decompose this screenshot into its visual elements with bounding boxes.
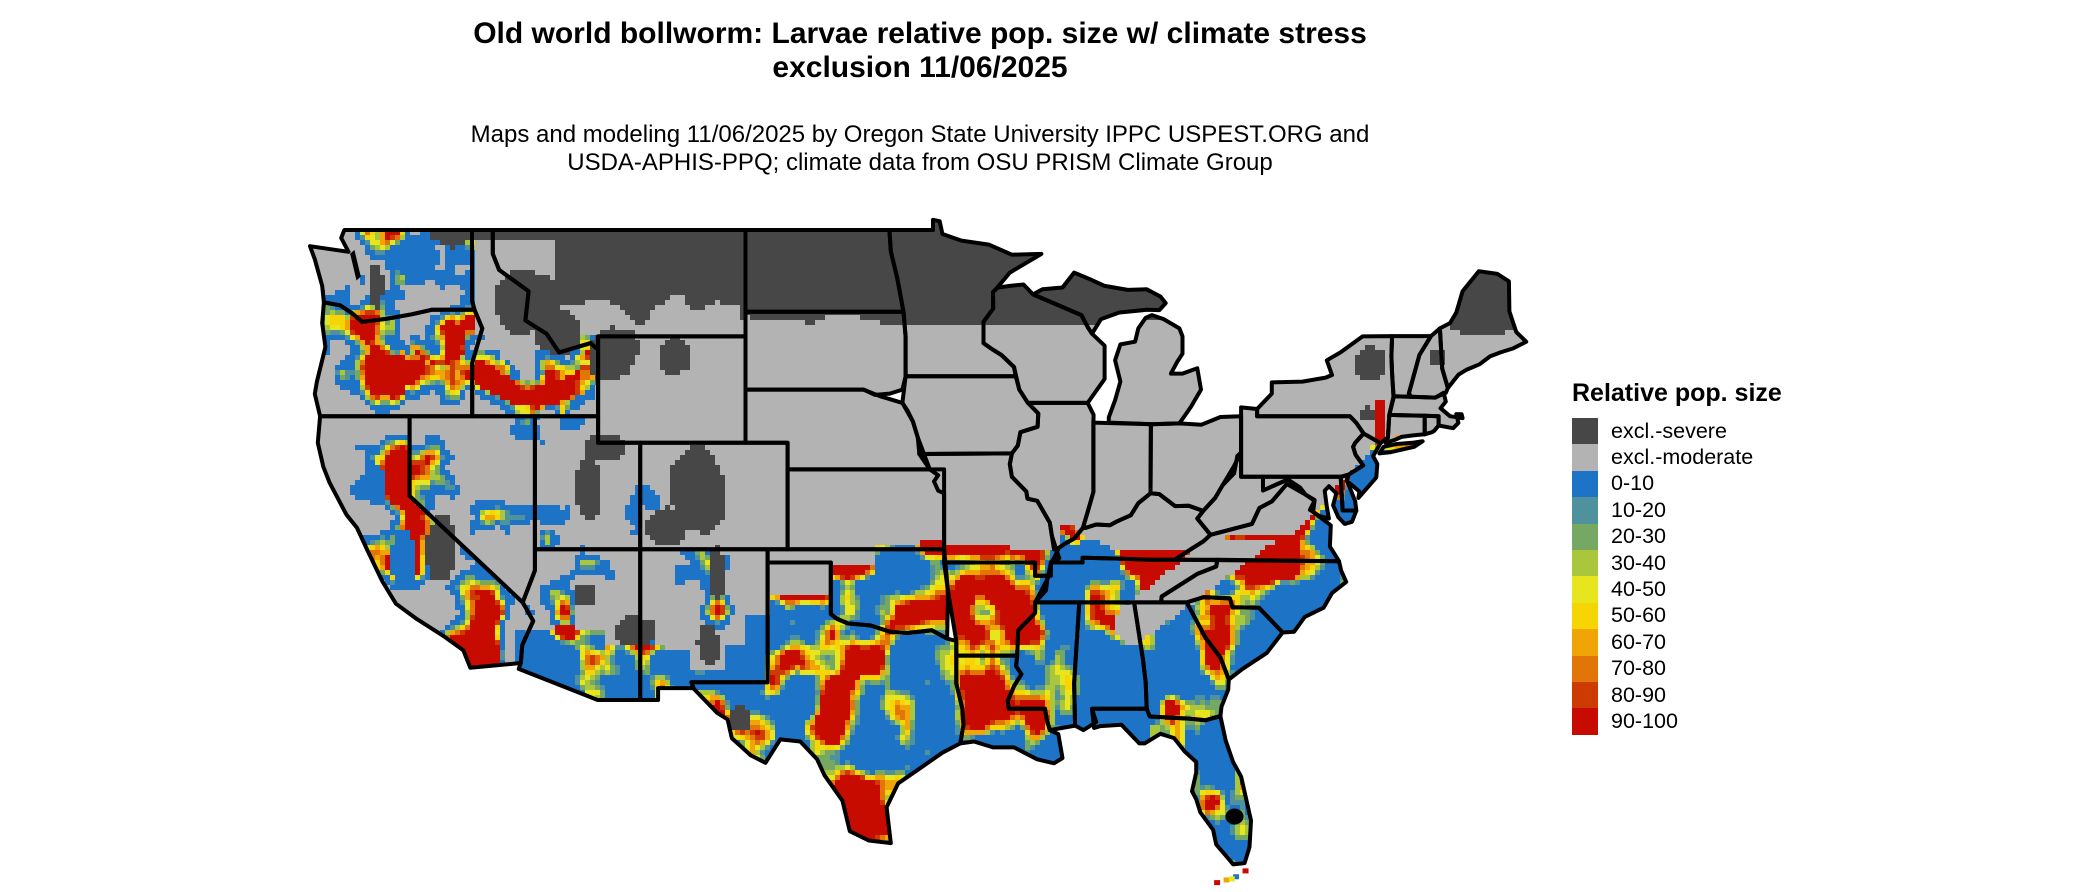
state-border-il <box>1007 400 1096 552</box>
legend-swatch <box>1572 576 1598 603</box>
legend-swatch <box>1572 602 1598 630</box>
legend-item-label: 20-30 <box>1611 524 1666 549</box>
legend-item-label: 90-100 <box>1611 708 1678 733</box>
state-border-tx <box>689 560 966 846</box>
puget-sound <box>350 249 361 281</box>
state-border-li <box>1377 439 1425 456</box>
state-border-mi <box>1106 313 1203 427</box>
legend-item-label: excl.-severe <box>1611 418 1727 443</box>
legend-item-label: 70-80 <box>1611 656 1666 681</box>
state-border-me <box>1437 269 1529 390</box>
legend-item: 50-60 <box>1572 602 1872 630</box>
legend-items: excl.-severe excl.-moderate 0-10 10-20 20-30… <box>1572 418 1872 735</box>
legend-item-label: 50-60 <box>1611 603 1666 628</box>
legend-swatch <box>1572 444 1598 471</box>
legend-swatch <box>1572 629 1598 656</box>
florida-keys-speck <box>1233 874 1240 880</box>
state-border-up <box>1031 270 1168 336</box>
legend-item-label: 40-50 <box>1611 577 1666 602</box>
legend-swatch <box>1572 708 1598 735</box>
page-title-line2: exclusion 11/06/2025 <box>772 51 1068 84</box>
legend-swatch <box>1572 523 1598 550</box>
legend-swatch <box>1572 681 1598 709</box>
legend-item: 90-100 <box>1572 708 1872 735</box>
legend-item: 60-70 <box>1572 629 1872 656</box>
legend-item-label: 80-90 <box>1611 682 1666 707</box>
legend-item: 10-20 <box>1572 497 1872 524</box>
legend-item-label: excl.-moderate <box>1611 445 1754 470</box>
legend-item: excl.-severe <box>1572 418 1872 445</box>
state-border-vt <box>1389 334 1433 399</box>
map-subtitle-line1: Maps and modeling 11/06/2025 by Oregon S… <box>470 121 1370 148</box>
legend-item: excl.-moderate <box>1572 444 1872 471</box>
legend-swatch <box>1572 418 1598 445</box>
map-subtitle-line2: USDA-APHIS-PPQ; climate data from OSU PR… <box>567 149 1273 176</box>
state-border-oh <box>1148 414 1244 513</box>
florida-keys-speck <box>1214 880 1221 886</box>
legend-item-label: 0-10 <box>1611 471 1655 496</box>
page-title: Old world bollworm: Larvae relative pop.… <box>0 17 1840 85</box>
legend-item: 0-10 <box>1572 470 1872 498</box>
legend-item-label: 60-70 <box>1611 629 1666 654</box>
legend-item-label: 30-40 <box>1611 550 1666 575</box>
legend-item: 70-80 <box>1572 655 1872 682</box>
legend-swatch <box>1572 655 1598 682</box>
florida-keys-speck <box>1228 876 1235 882</box>
map-subtitle: Maps and modeling 11/06/2025 by Oregon S… <box>0 121 1840 177</box>
legend-swatch <box>1572 549 1598 577</box>
state-border-va <box>1172 482 1341 564</box>
legend-swatch <box>1572 470 1598 498</box>
state-border-md <box>1261 474 1359 526</box>
legend-item: 20-30 <box>1572 523 1872 550</box>
state-border-fl <box>1090 706 1253 867</box>
lake-okeechobee <box>1225 808 1244 825</box>
legend-item: 40-50 <box>1572 576 1872 603</box>
florida-keys-speck <box>1242 868 1249 874</box>
legend-item: 80-90 <box>1572 681 1872 709</box>
legend-item: 30-40 <box>1572 549 1872 577</box>
legend-item-label: 10-20 <box>1611 497 1666 522</box>
state-border-nj <box>1344 431 1383 500</box>
page-title-line1: Old world bollworm: Larvae relative pop.… <box>473 17 1367 50</box>
florida-keys-speck <box>1223 877 1230 883</box>
legend: Relative pop. size excl.-severe excl.-mod… <box>1572 380 1872 735</box>
legend-title: Relative pop. size <box>1572 379 1782 407</box>
legend-swatch <box>1572 497 1598 524</box>
